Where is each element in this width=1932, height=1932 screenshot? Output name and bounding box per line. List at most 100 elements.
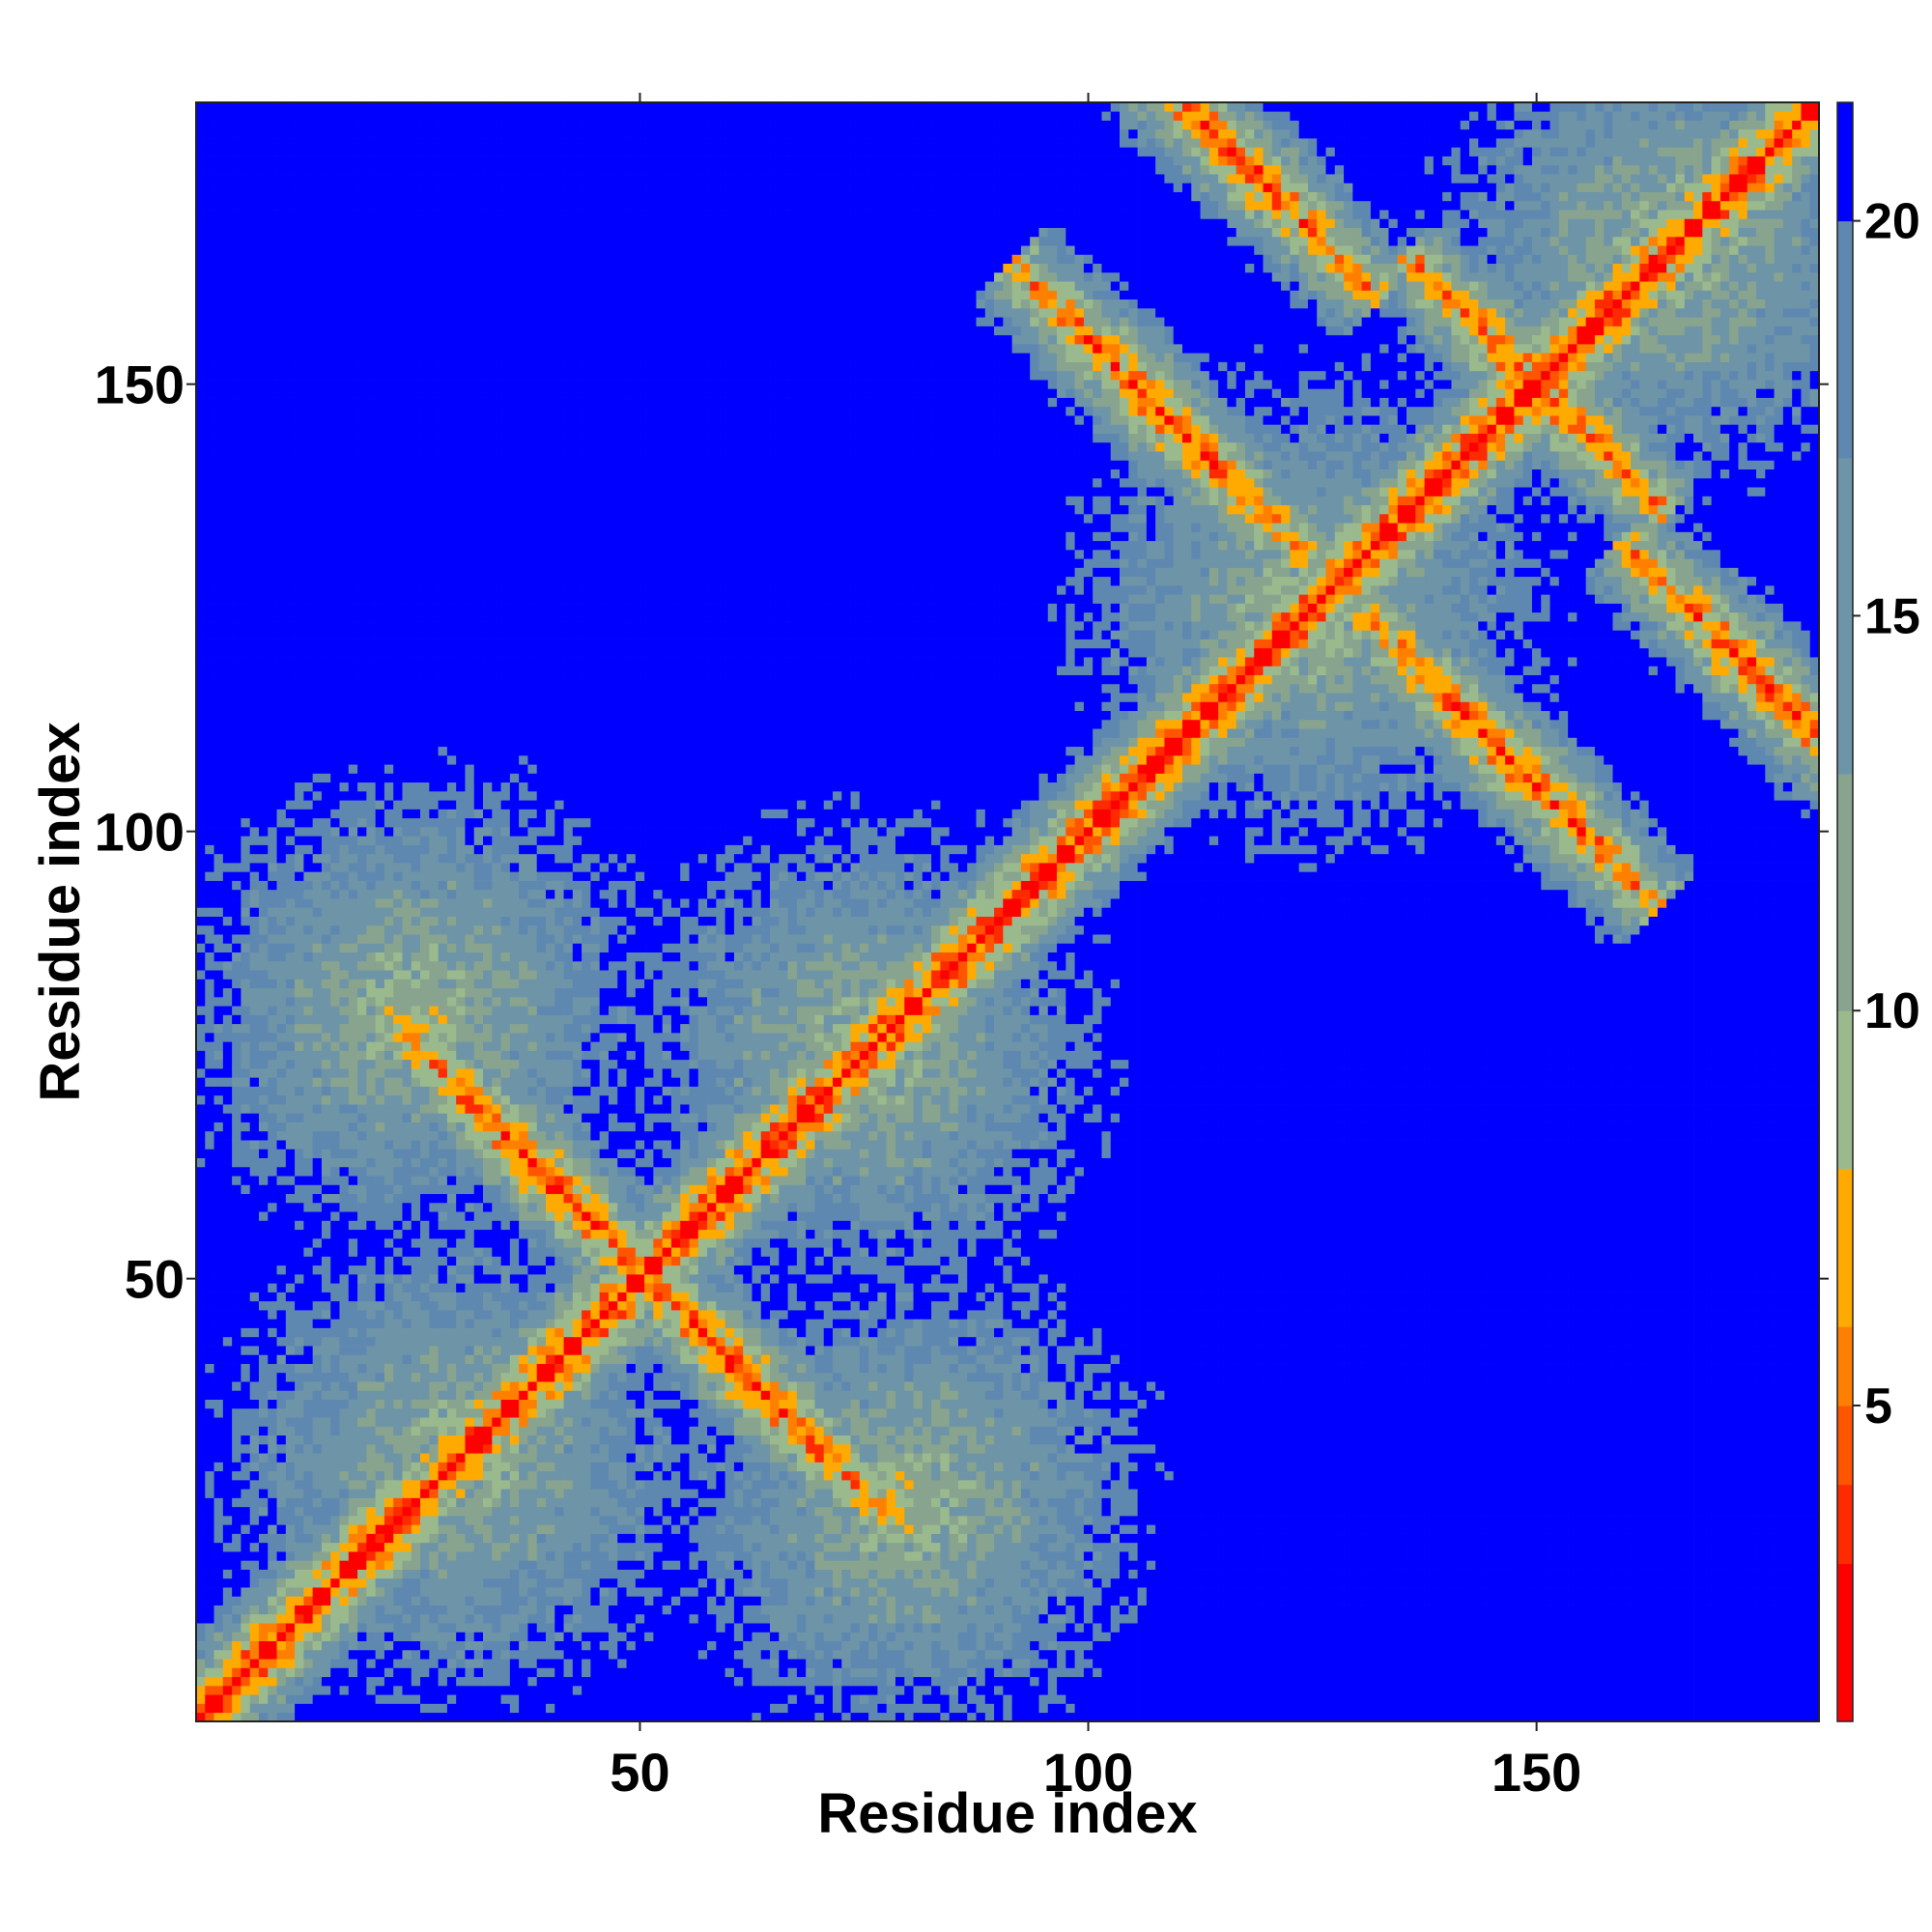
heatmap-cell <box>205 809 214 819</box>
heatmap-cell <box>222 952 233 962</box>
heatmap-cell <box>258 531 269 542</box>
heatmap-cell <box>295 415 304 425</box>
heatmap-cell <box>213 218 224 228</box>
heatmap-cell <box>1334 1703 1345 1714</box>
heatmap-cell <box>249 880 260 891</box>
heatmap-cell <box>339 1712 350 1722</box>
heatmap-cell <box>779 1649 788 1660</box>
heatmap-cell <box>312 1211 323 1221</box>
heatmap-cell <box>1173 1596 1183 1605</box>
heatmap-cell <box>1271 1712 1282 1722</box>
heatmap-cell <box>1657 1676 1667 1687</box>
heatmap-cell <box>1181 1623 1192 1633</box>
heatmap-cell <box>670 1605 681 1615</box>
heatmap-cell <box>222 406 233 416</box>
heatmap-cell <box>268 1712 277 1722</box>
heatmap-cell <box>895 1605 905 1615</box>
heatmap-cell <box>680 1712 690 1722</box>
heatmap-cell <box>205 334 214 345</box>
heatmap-cell <box>823 1649 834 1660</box>
heatmap-cell <box>582 1613 591 1624</box>
heatmap-cell <box>976 1659 986 1668</box>
heatmap-cell <box>1173 1632 1183 1642</box>
heatmap-cell <box>492 1605 501 1615</box>
heatmap-cell <box>241 174 251 184</box>
heatmap-cell <box>268 254 277 265</box>
heatmap-cell <box>814 1587 825 1597</box>
heatmap-cell <box>232 630 242 639</box>
heatmap-cell <box>1146 1632 1156 1642</box>
heatmap-cell <box>689 1587 699 1597</box>
heatmap-cell <box>850 1613 861 1624</box>
heatmap-cell <box>1738 1712 1748 1722</box>
heatmap-cell <box>276 710 287 721</box>
heatmap-cell <box>1137 1596 1148 1605</box>
heatmap-cell <box>823 1623 834 1633</box>
heatmap-cell <box>258 952 269 962</box>
heatmap-cell <box>276 1632 287 1642</box>
heatmap-cell <box>249 647 260 658</box>
heatmap-cell <box>635 1676 645 1687</box>
heatmap-cell <box>213 817 224 828</box>
heatmap-cell <box>303 1479 314 1490</box>
heatmap-cell <box>429 1712 439 1722</box>
heatmap-cell <box>1765 1596 1775 1605</box>
heatmap-cell <box>1030 1676 1039 1687</box>
heatmap-cell <box>1451 1659 1462 1668</box>
heatmap-cell <box>241 370 251 381</box>
heatmap-cell <box>303 531 314 542</box>
heatmap-cell <box>1442 1640 1452 1651</box>
heatmap-cell <box>770 1649 780 1660</box>
heatmap-cell <box>1254 1632 1264 1642</box>
heatmap-cell <box>859 1667 869 1678</box>
heatmap-cell <box>295 147 304 156</box>
heatmap-cell <box>222 844 233 855</box>
heatmap-cell <box>303 111 314 121</box>
heatmap-cell <box>483 1587 493 1597</box>
heatmap-cell <box>1604 1676 1613 1687</box>
heatmap-cell <box>1621 1605 1632 1615</box>
heatmap-cell <box>1765 1694 1775 1704</box>
heatmap-cell <box>940 1623 951 1633</box>
heatmap-cell <box>312 164 323 175</box>
heatmap-cell <box>1514 1694 1524 1704</box>
heatmap-cell <box>213 1632 224 1642</box>
heatmap-cell <box>303 1712 314 1722</box>
heatmap-cell <box>222 1596 233 1605</box>
heatmap-cell <box>205 326 214 336</box>
heatmap-cell <box>1263 1667 1273 1678</box>
heatmap-cell <box>1747 1640 1757 1651</box>
heatmap-cell <box>196 549 206 559</box>
heatmap-cell <box>1702 1613 1712 1624</box>
heatmap-cell <box>321 1426 331 1436</box>
heatmap-cell <box>1424 1667 1435 1678</box>
heatmap-cell <box>295 1130 304 1141</box>
heatmap-cell <box>670 1685 681 1695</box>
heatmap-cell <box>312 1336 323 1347</box>
heatmap-cell <box>1460 1676 1470 1687</box>
heatmap-cell <box>276 639 287 649</box>
heatmap-cell <box>205 630 214 639</box>
heatmap-cell <box>312 317 323 327</box>
heatmap-cell <box>519 1712 528 1722</box>
heatmap-cell <box>833 1685 842 1695</box>
heatmap-cell <box>1604 1712 1613 1722</box>
heatmap-cell <box>196 334 206 345</box>
heatmap-cell <box>312 1577 323 1588</box>
heatmap-cell <box>295 361 304 372</box>
heatmap-cell <box>1352 1659 1362 1668</box>
heatmap-cell <box>268 1659 277 1668</box>
heatmap-cell <box>1675 1703 1686 1714</box>
heatmap-cell <box>967 1640 977 1651</box>
heatmap-cell <box>375 1587 385 1597</box>
heatmap-cell <box>276 1407 287 1418</box>
heatmap-cell <box>1110 1632 1121 1642</box>
heatmap-cell <box>1774 1694 1784 1704</box>
heatmap-cell <box>312 1417 323 1427</box>
heatmap-cell <box>1585 1676 1596 1687</box>
heatmap-cell <box>285 1497 296 1508</box>
heatmap-cell <box>967 1623 977 1633</box>
heatmap-cell <box>1370 1596 1380 1605</box>
heatmap-cell <box>285 800 296 810</box>
heatmap-cell <box>205 380 214 389</box>
